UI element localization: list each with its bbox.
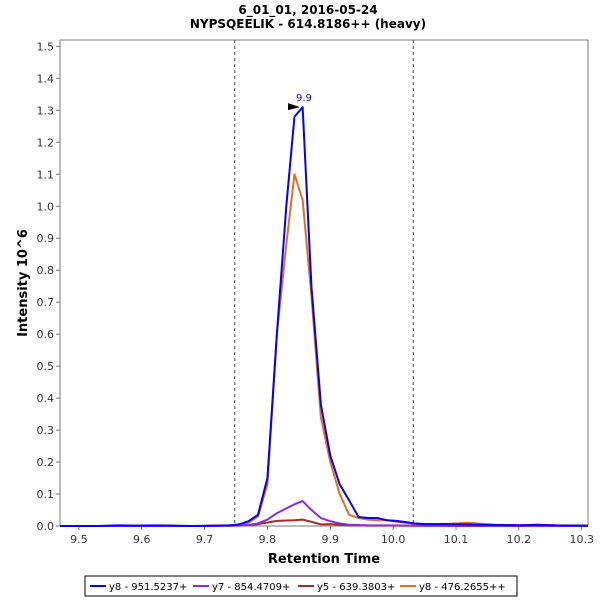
x-tick-label: 9.8 [259, 533, 277, 546]
x-axis: 9.5 9.6 9.7 9.8 9.9 10.0 10.1 10.2 10.3 [70, 526, 594, 546]
series-line [60, 500, 588, 527]
y-tick-label: 1.2 [37, 136, 55, 149]
series-lines [60, 106, 589, 527]
peak-label: 9.9 [296, 93, 312, 104]
legend-label: y8 - 476.2655++ [419, 582, 506, 593]
plot-area [59, 39, 589, 527]
y-tick-label: 1.5 [37, 40, 55, 53]
x-tick-label: 9.9 [322, 533, 340, 546]
x-tick-label: 10.0 [381, 533, 406, 546]
y-tick-label: 0.9 [37, 232, 55, 245]
chart-title: 6_01_01, 2016-05-24 [238, 3, 377, 18]
y-tick-label: 0.5 [37, 360, 55, 373]
y-tick-label: 0.4 [37, 392, 55, 405]
x-axis-label: Retention Time [268, 552, 380, 567]
y-tick-label: 0.2 [37, 456, 55, 469]
y-tick-label: 1.1 [37, 168, 55, 181]
y-axis: 0.0 0.1 0.2 0.3 0.4 0.5 0.6 0.7 0.8 0.9 1.0 1.1 1.2 1… [37, 40, 60, 533]
chart-subtitle: NYPSQEELIK - 614.8186++ (heavy) [190, 17, 426, 31]
x-tick-label: 10.2 [507, 533, 532, 546]
legend-label: y8 - 951.5237+ [109, 582, 187, 593]
y-tick-label: 0.8 [37, 264, 55, 277]
legend-label: y5 - 639.3803+ [317, 582, 395, 593]
y-tick-label: 1.0 [37, 200, 55, 213]
y-tick-label: 0.3 [37, 424, 55, 437]
y-tick-label: 0.7 [37, 296, 55, 309]
peak-marker-arrow [288, 103, 300, 111]
y-tick-label: 1.3 [37, 104, 55, 117]
y-tick-label: 0.6 [37, 328, 55, 341]
y-tick-label: 0.1 [37, 488, 55, 501]
chart-titles: 6_01_01, 2016-05-24 NYPSQEELIK - 614.818… [190, 3, 426, 31]
y-tick-label: 1.4 [37, 72, 55, 85]
legend: y8 - 951.5237+ y7 - 854.4709+ y5 - 639.380… [84, 575, 518, 597]
x-tick-label: 9.5 [70, 533, 88, 546]
x-tick-label: 10.3 [569, 533, 594, 546]
y-axis-label: Intensity 10^6 [16, 229, 31, 337]
x-tick-label: 10.1 [444, 533, 469, 546]
x-tick-label: 9.6 [133, 533, 151, 546]
series-line [60, 106, 589, 527]
y-tick-label: 0.0 [37, 520, 55, 533]
legend-label: y7 - 854.4709+ [212, 582, 290, 593]
peak-annotation: 9.9 [288, 93, 312, 111]
integration-boundaries [234, 40, 414, 526]
x-tick-label: 9.7 [196, 533, 214, 546]
